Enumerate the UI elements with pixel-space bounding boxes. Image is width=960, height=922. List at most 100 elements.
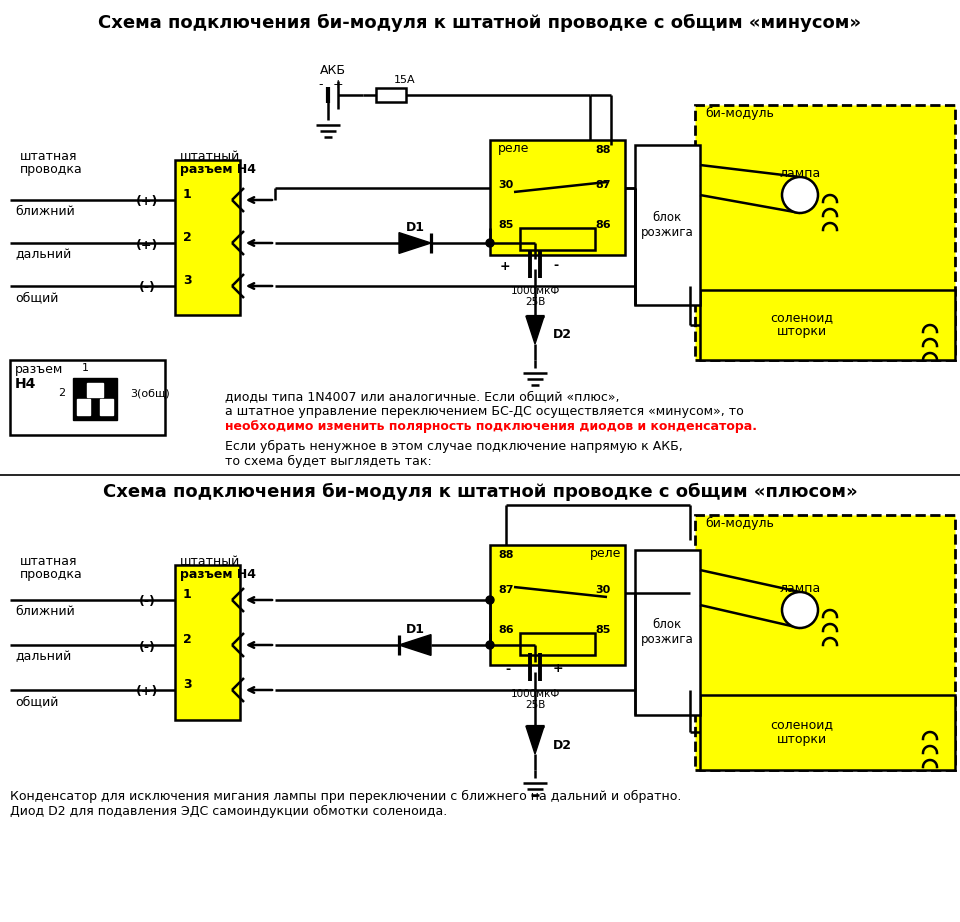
- Text: а штатное управление переключением БС-ДС осуществляется «минусом», то: а штатное управление переключением БС-ДС…: [225, 405, 744, 418]
- Text: блок
розжига: блок розжига: [640, 618, 693, 646]
- Text: би-модуль: би-модуль: [705, 107, 774, 120]
- Bar: [635, 550, 700, 715]
- Text: 1000мкФ: 1000мкФ: [511, 689, 560, 699]
- Text: Конденсатор для исключения мигания лампы при переключении с ближнего на дальний : Конденсатор для исключения мигания лампы…: [10, 790, 682, 803]
- Bar: [695, 515, 955, 770]
- Text: штатная: штатная: [20, 150, 78, 163]
- Bar: [376, 88, 406, 102]
- Text: 30: 30: [595, 585, 611, 595]
- Bar: [77, 399, 90, 415]
- Text: -: -: [319, 78, 324, 91]
- Text: 1: 1: [82, 363, 88, 373]
- Text: необходимо изменить полярность подключения диодов и конденсатора.: необходимо изменить полярность подключен…: [225, 420, 757, 433]
- Text: шторки: шторки: [777, 732, 828, 746]
- Text: 2: 2: [182, 633, 191, 646]
- Text: 88: 88: [595, 145, 611, 155]
- Circle shape: [486, 239, 494, 247]
- Text: дальний: дальний: [15, 650, 71, 663]
- Text: 85: 85: [595, 625, 611, 635]
- Text: +: +: [553, 663, 564, 676]
- Text: 3(общ): 3(общ): [131, 388, 170, 398]
- Bar: [520, 633, 595, 655]
- Polygon shape: [526, 726, 544, 754]
- Text: реле: реле: [498, 142, 529, 155]
- Circle shape: [486, 641, 494, 649]
- Bar: [700, 290, 955, 360]
- Text: Диод D2 для подавления ЭДС самоиндукции обмотки соленоида.: Диод D2 для подавления ЭДС самоиндукции …: [10, 805, 447, 818]
- Circle shape: [486, 596, 494, 604]
- Bar: [10, 360, 165, 435]
- Text: 85: 85: [498, 220, 514, 230]
- Text: -: -: [553, 259, 558, 273]
- Polygon shape: [399, 634, 431, 656]
- Bar: [87, 383, 103, 397]
- Text: разъем Н4: разъем Н4: [180, 568, 256, 581]
- Text: 1: 1: [182, 188, 191, 201]
- Text: штатная: штатная: [20, 555, 78, 568]
- Text: (-): (-): [138, 596, 156, 609]
- Text: (-): (-): [138, 281, 156, 294]
- Text: Схема подключения би-модуля к штатной проводке с общим «минусом»: Схема подключения би-модуля к штатной пр…: [99, 14, 861, 32]
- Text: 86: 86: [498, 625, 514, 635]
- Text: проводка: проводка: [20, 163, 83, 176]
- Text: 2: 2: [59, 388, 65, 398]
- Text: ближний: ближний: [15, 205, 75, 218]
- Text: разъем: разъем: [15, 363, 63, 376]
- Text: (-): (-): [138, 641, 156, 654]
- Text: 3: 3: [182, 274, 191, 287]
- Text: проводка: проводка: [20, 568, 83, 581]
- Text: штатный: штатный: [180, 555, 240, 568]
- Text: 25В: 25В: [525, 297, 545, 307]
- Text: блок
розжига: блок розжига: [640, 211, 693, 239]
- Text: +: +: [333, 78, 344, 91]
- Bar: [520, 228, 595, 250]
- Bar: [695, 105, 955, 360]
- Bar: [635, 145, 700, 305]
- Text: лампа: лампа: [780, 582, 821, 595]
- Polygon shape: [526, 316, 544, 344]
- Bar: [490, 545, 625, 665]
- Text: D1: D1: [405, 221, 424, 234]
- Bar: [73, 378, 117, 420]
- Text: D1: D1: [405, 623, 424, 636]
- Text: 3: 3: [182, 678, 191, 691]
- Text: 25В: 25В: [525, 700, 545, 710]
- Bar: [490, 140, 625, 255]
- Text: ближний: ближний: [15, 605, 75, 618]
- Text: (+): (+): [135, 685, 158, 699]
- Text: дальний: дальний: [15, 248, 71, 261]
- Text: разъем Н4: разъем Н4: [180, 163, 256, 176]
- Text: общий: общий: [15, 291, 59, 304]
- Text: Схема подключения би-модуля к штатной проводке с общим «плюсом»: Схема подключения би-модуля к штатной пр…: [103, 483, 857, 502]
- Text: соленоид: соленоид: [771, 312, 833, 325]
- Bar: [175, 565, 240, 720]
- Text: шторки: шторки: [777, 325, 828, 338]
- Text: Н4: Н4: [15, 377, 36, 391]
- Text: 1000мкФ: 1000мкФ: [511, 286, 560, 296]
- Text: общий: общий: [15, 695, 59, 708]
- Text: (+): (+): [135, 195, 158, 208]
- Text: 2: 2: [182, 231, 191, 244]
- Text: реле: реле: [590, 547, 621, 560]
- Text: -: -: [505, 663, 510, 676]
- Text: (+): (+): [135, 239, 158, 252]
- Circle shape: [782, 592, 818, 628]
- Bar: [700, 695, 955, 770]
- Text: 15А: 15А: [394, 75, 416, 85]
- Text: 1: 1: [182, 588, 191, 601]
- Text: D2: D2: [553, 739, 572, 751]
- Text: штатный: штатный: [180, 150, 240, 163]
- Bar: [100, 399, 113, 415]
- Text: 86: 86: [595, 220, 611, 230]
- Text: соленоид: соленоид: [771, 718, 833, 731]
- Circle shape: [782, 177, 818, 213]
- Text: D2: D2: [553, 328, 572, 341]
- Bar: [175, 160, 240, 315]
- Text: 87: 87: [498, 585, 514, 595]
- Text: би-модуль: би-модуль: [705, 517, 774, 530]
- Text: то схема будет выглядеть так:: то схема будет выглядеть так:: [225, 455, 432, 468]
- Text: 87: 87: [595, 180, 611, 190]
- Text: 88: 88: [498, 550, 514, 560]
- Text: диоды типа 1N4007 или аналогичные. Если общий «плюс»,: диоды типа 1N4007 или аналогичные. Если …: [225, 390, 619, 403]
- Polygon shape: [399, 232, 431, 254]
